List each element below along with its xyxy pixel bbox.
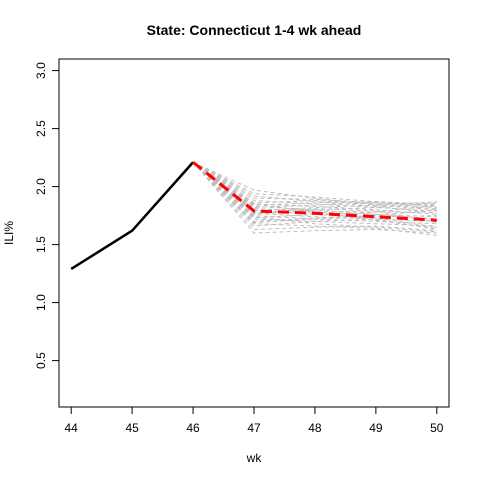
x-tick-label: 46 [186,421,200,435]
x-tick-label: 49 [369,421,383,435]
chart-title: State: Connecticut 1-4 wk ahead [147,22,362,38]
x-tick-label: 50 [430,421,444,435]
ensemble-run-line [192,161,437,224]
ensemble-run-line [192,161,437,207]
y-tick-label: 1.5 [34,236,48,253]
y-tick-label: 3.0 [34,62,48,79]
ensemble-run-line [192,161,437,214]
x-axis: 44 45 46 47 48 49 50 [65,406,444,435]
y-tick-label: 2.5 [34,120,48,137]
ensemble-run-line [192,161,437,227]
y-axis: 0.5 1.0 1.5 2.0 2.5 3.0 [34,62,60,369]
ensemble-run-line [192,161,437,233]
observed-series-line [70,161,194,271]
ensemble-run-line [192,161,437,222]
ensemble-run-line [192,161,437,212]
ensemble-run-line [192,161,437,231]
y-tick-label: 0.5 [34,352,48,369]
ensemble-run-line [192,161,437,211]
x-tick-label: 48 [308,421,322,435]
ensemble-run-line [192,161,437,236]
ensemble-run-line [192,161,437,208]
x-tick-label: 47 [247,421,261,435]
x-axis-label: wk [246,451,263,465]
series-layer [70,161,437,271]
ensemble-run-line [192,161,437,232]
ensemble-run-line [192,161,437,205]
ensemble-run-line [192,161,437,208]
y-tick-label: 2.0 [34,178,48,195]
ensemble-run-line [192,161,437,225]
y-tick-label: 1.0 [34,294,48,311]
ensemble-run-line [192,161,437,220]
x-tick-label: 45 [125,421,139,435]
ensemble-layer [192,161,437,236]
forecast-mean-line [192,161,437,222]
x-tick-label: 44 [65,421,79,435]
y-axis-label: ILI% [2,221,16,245]
ensemble-run-line [192,161,437,210]
ensemble-run-line [192,161,437,234]
